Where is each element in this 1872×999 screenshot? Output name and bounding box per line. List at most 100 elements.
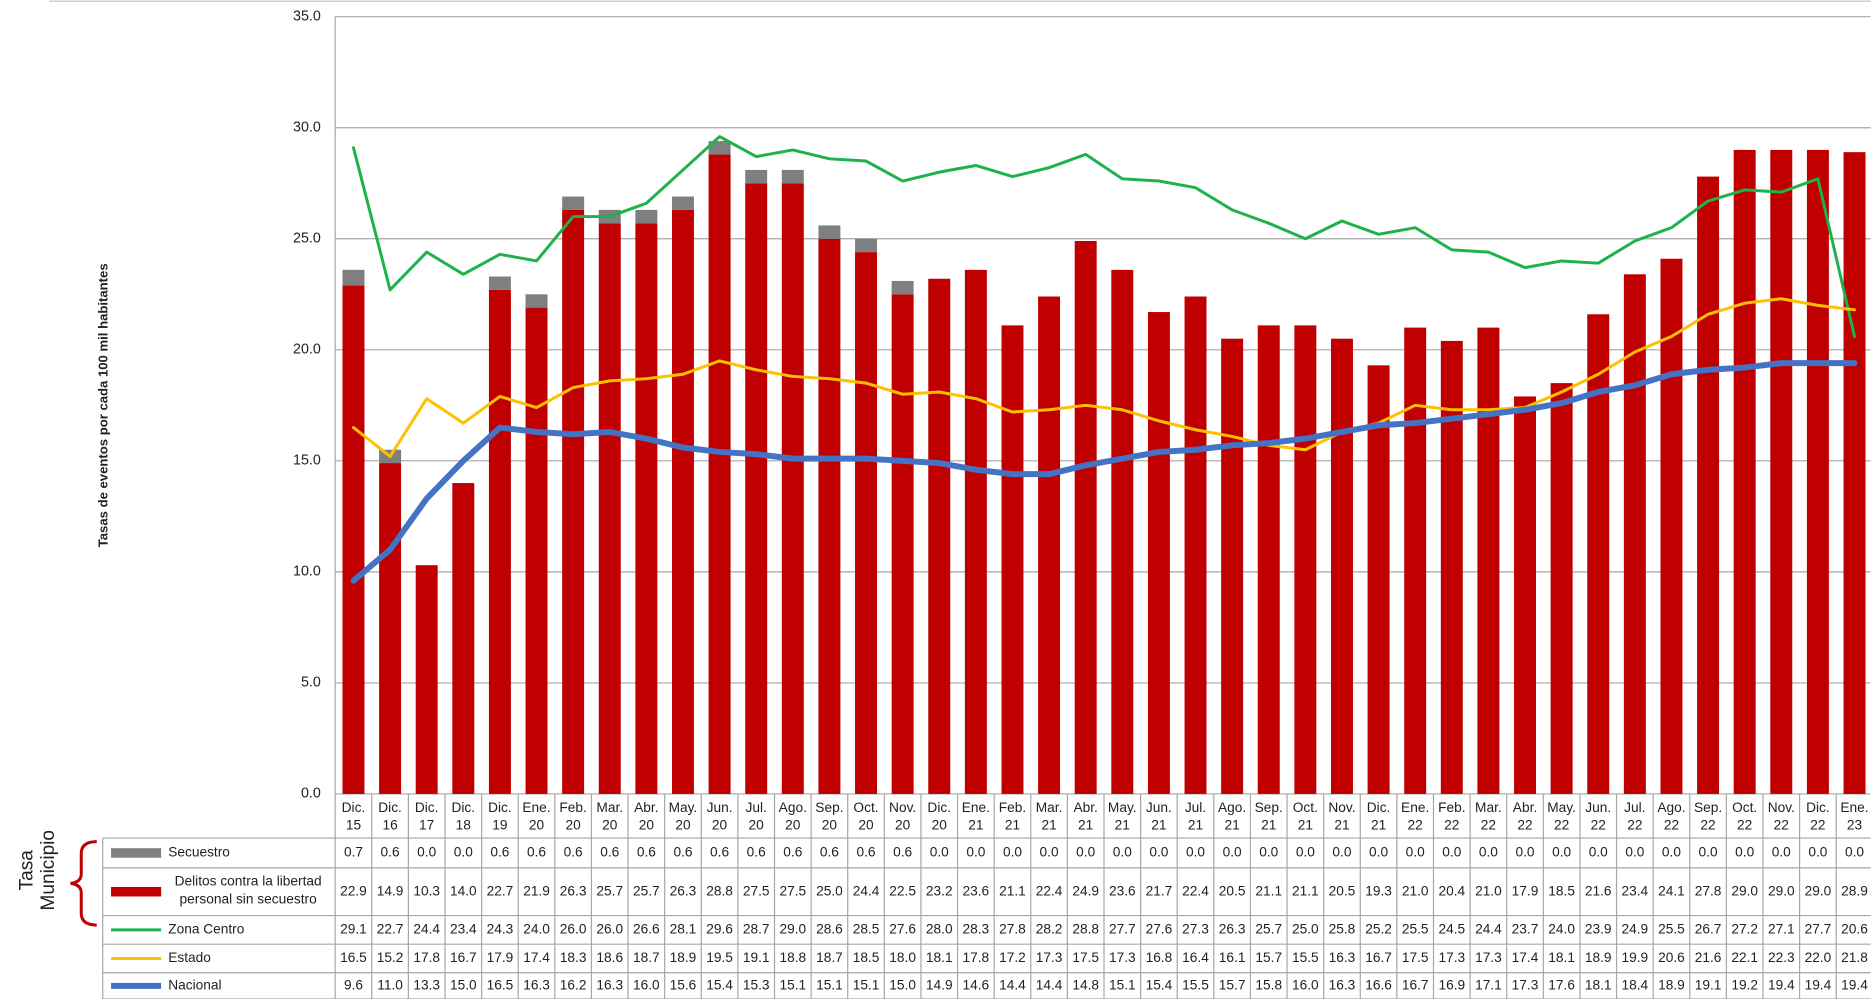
table-value: 23.6 [1109,883,1136,898]
table-value: 21.6 [1695,950,1722,965]
table-value: 0.0 [1149,845,1168,860]
bar [1257,325,1280,794]
table-value: 21.9 [523,883,550,898]
table-value: 0.0 [1223,845,1242,860]
legend-label: Zona Centro [168,921,244,936]
table-value: 0.0 [1845,845,1864,860]
table-value: 0.0 [1808,845,1827,860]
x-tick-label: Mar. 22 [1475,800,1502,833]
table-value: 26.3 [560,883,587,898]
table-value: 15.1 [779,978,806,993]
table-value: 11.0 [377,978,403,993]
x-tick-label-box: Ago. 22 [1657,800,1686,833]
table-value: 21.1 [1255,883,1282,898]
table-value: 23.7 [1512,921,1539,936]
x-tick-label-box: Nov. 21 [1328,801,1355,833]
bar [562,196,585,210]
table-value: 14.0 [450,883,477,898]
table-value: 14.6 [963,978,990,993]
table-value: 16.7 [1402,978,1429,993]
table-value: 0.0 [1259,845,1278,860]
x-tick-label-box: Oct. 20 [853,801,878,833]
table-value: 0.0 [1332,845,1351,860]
table-value: 22.1 [1731,950,1758,965]
table-value: 0.0 [1772,845,1791,860]
table-value: 14.9 [926,978,953,993]
x-tick-label-box: Feb. 20 [559,801,586,833]
table-value: 18.6 [596,950,623,965]
x-tick-label: Oct. 22 [1732,800,1758,833]
table-value: 21.0 [1475,883,1502,898]
x-tick-label-box: May. 21 [1108,801,1137,833]
x-tick-label-box: Dic. 20 [927,800,952,833]
table-value: 18.4 [1622,978,1649,993]
y-tick-label: 35.0 [293,8,321,24]
table-value: 15.5 [1182,978,1209,993]
table-value: 21.6 [1585,883,1612,898]
x-tick-label: Ago. 20 [778,800,807,833]
x-tick-label-box: Sep. 21 [1255,801,1283,833]
x-tick-label: Jul. 21 [1184,800,1207,833]
table-value: 28.9 [1841,883,1868,898]
table-value: 0.6 [564,845,583,860]
x-tick-label-box: May. 22 [1547,801,1576,833]
table-value: 0.0 [1552,845,1571,860]
table-value: 18.1 [1548,950,1575,965]
table-value: 17.9 [1512,883,1539,898]
x-tick-label-box: Abr. 22 [1513,801,1537,833]
table-value: 24.9 [1622,921,1649,936]
table-value: 14.4 [1036,978,1063,993]
table-value: 0.0 [454,845,473,860]
table-value: 21.0 [1402,883,1429,898]
x-tick-label-box: Jul. 22 [1624,801,1645,833]
x-tick-label: Dic. 20 [927,800,952,833]
x-tick-label-box: Mar. 21 [1036,801,1063,833]
x-tick-label: Ago. 21 [1218,800,1247,833]
legend-swatch [111,886,162,897]
y-tick-label: 0.0 [301,786,321,802]
table-value: 20.5 [1329,883,1356,898]
table-value: 20.6 [1841,921,1868,936]
table-value: 18.9 [1658,978,1685,993]
table-value: 0.6 [527,845,546,860]
table-value: 16.7 [450,950,477,965]
bar [745,169,768,184]
table-value: 0.0 [1113,845,1132,860]
table-value: 28.5 [853,921,880,936]
x-tick-label: Dic. 17 [414,800,439,833]
bar [781,169,804,184]
x-tick-label-box: Oct. 21 [1293,801,1318,833]
table-value: 14.8 [1072,978,1099,993]
bar [671,209,694,794]
x-tick-label-box: Dic. 18 [451,801,475,833]
x-tick-label-box: Dic. 21 [1367,801,1391,833]
table-value: 16.3 [596,978,623,993]
bar [1111,269,1134,794]
x-tick-label-box: Dic. 15 [342,801,366,833]
x-tick-label: Ago. 22 [1657,800,1686,833]
table-value: 21.8 [1841,950,1868,965]
y-tick-label: 25.0 [293,231,321,247]
x-tick-label: Jun. 21 [1145,800,1172,833]
table-value: 29.6 [706,921,733,936]
table-value: 27.5 [743,883,770,898]
table-value: 0.0 [1442,845,1461,860]
table-value: 21.1 [999,883,1026,898]
table-value: 0.0 [417,845,436,860]
bar [1147,312,1170,794]
table-value: 16.4 [1182,950,1209,965]
table-value: 17.3 [1512,978,1539,993]
bar [1550,383,1573,794]
table-value: 28.1 [670,921,697,936]
table-value: 20.6 [1658,950,1685,965]
table-value: 25.5 [1402,921,1429,936]
legend-label: Nacional [168,978,221,993]
bar [452,483,475,794]
table-value: 22.0 [1805,950,1832,965]
table-value: 0.0 [1735,845,1754,860]
table-value: 25.0 [1292,921,1319,936]
table-group-label: Municipio [38,830,59,911]
bar [488,289,511,794]
bar [1660,258,1683,794]
table-value: 18.7 [633,950,660,965]
